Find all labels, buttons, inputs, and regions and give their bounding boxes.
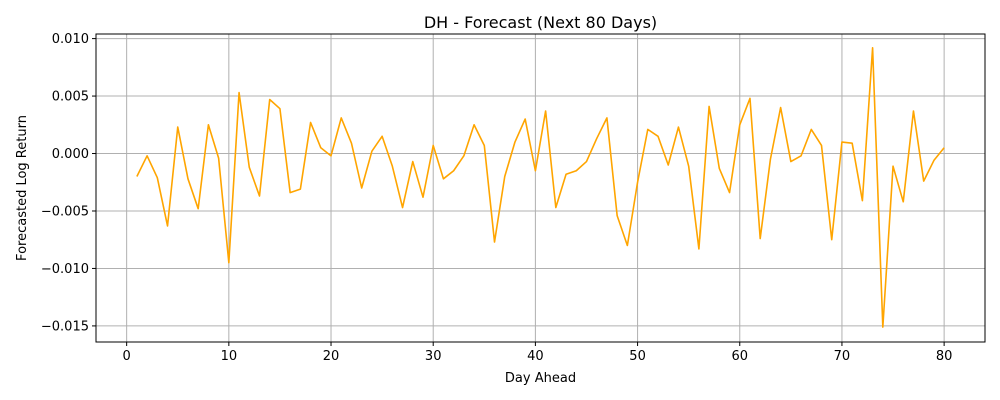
x-axis: 0 10 20 30 40 50 60 70 80 <box>123 342 953 364</box>
y-tick-label: −0.005 <box>41 204 89 219</box>
chart-title: DH - Forecast (Next 80 Days) <box>424 13 657 32</box>
y-tick-label: −0.015 <box>41 319 89 334</box>
x-tick-label: 50 <box>629 349 646 364</box>
series-layer <box>136 46 945 328</box>
plot-frame <box>95 33 986 343</box>
x-tick-label: 30 <box>425 349 442 364</box>
x-tick-label: 40 <box>527 349 544 364</box>
x-tick-label: 0 <box>123 349 131 364</box>
y-axis: −0.015 −0.010 −0.005 0.000 0.005 0.010 <box>41 32 96 334</box>
y-axis-label: Forecasted Log Return <box>15 115 30 261</box>
x-tick-label: 60 <box>731 349 748 364</box>
x-axis-label: Day Ahead <box>505 371 576 386</box>
y-tick-label: 0.000 <box>52 147 89 162</box>
x-tick-label: 20 <box>323 349 340 364</box>
x-tick-label: 10 <box>221 349 238 364</box>
y-tick-label: −0.010 <box>41 262 89 277</box>
x-tick-label: 70 <box>834 349 851 364</box>
forecast-series-line <box>136 46 945 328</box>
y-tick-label: 0.005 <box>52 90 89 105</box>
y-tick-label: 0.010 <box>52 32 89 47</box>
grid-layer <box>96 34 985 342</box>
x-tick-label: 80 <box>936 349 953 364</box>
